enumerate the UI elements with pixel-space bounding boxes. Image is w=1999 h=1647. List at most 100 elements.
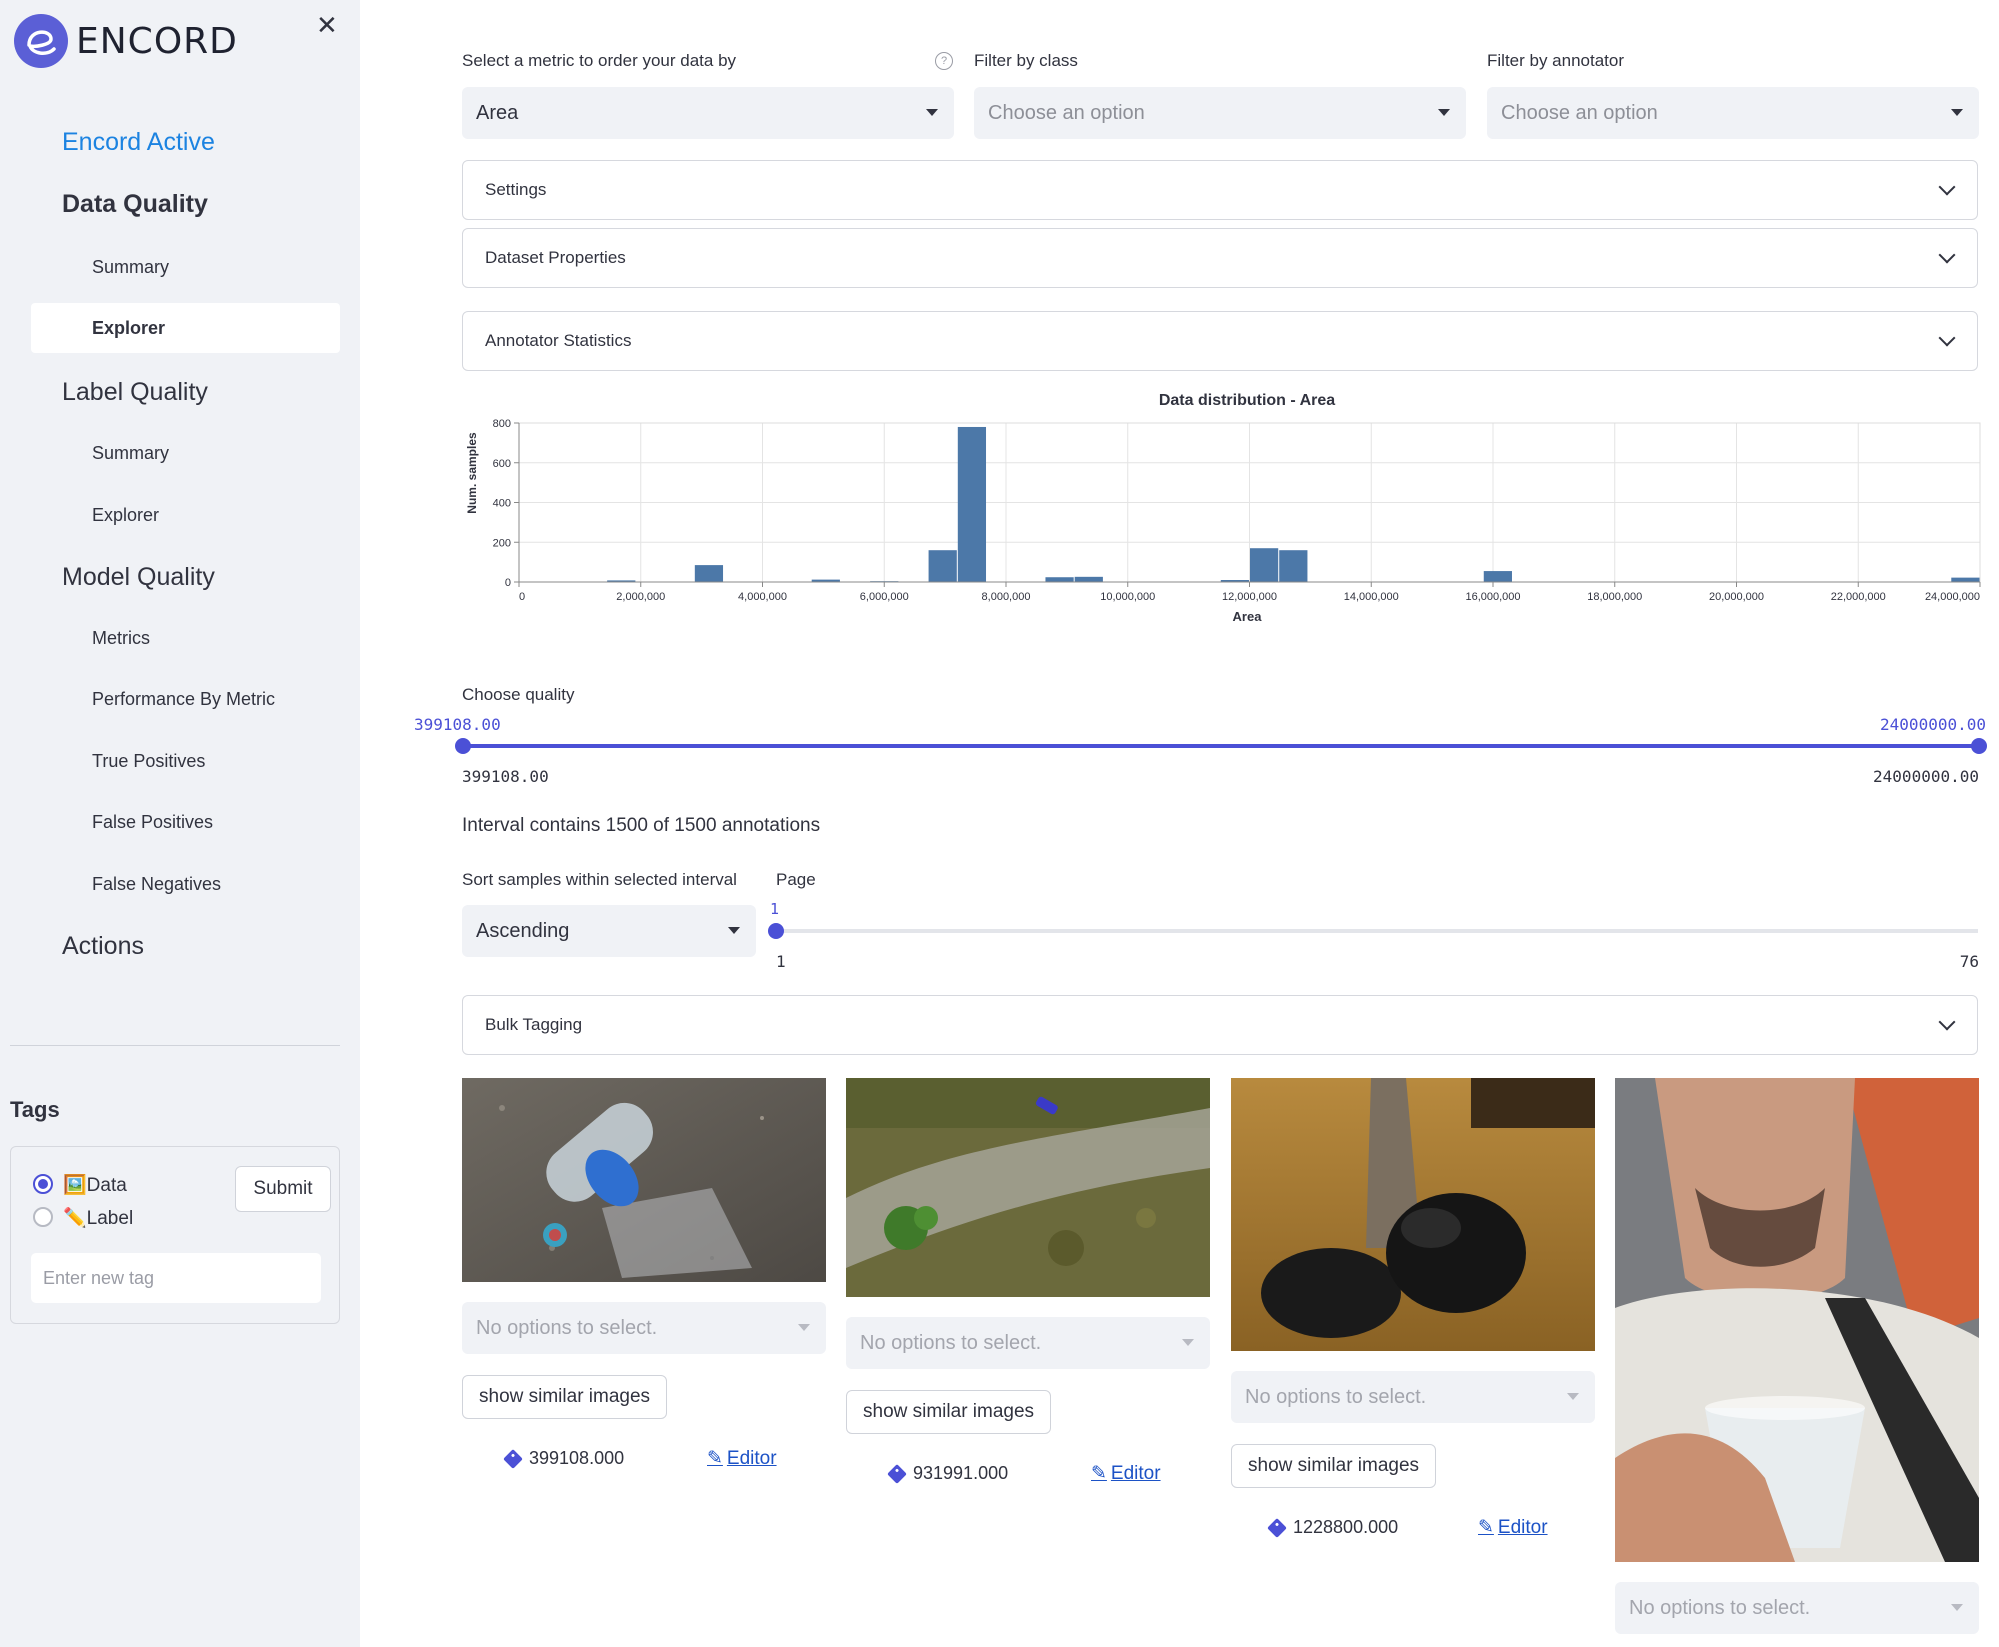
- sample-3-metric: 1228800.000: [1267, 1517, 1399, 1538]
- class-filter-placeholder: Choose an option: [988, 102, 1145, 124]
- bulk-tagging-expander[interactable]: Bulk Tagging: [462, 995, 1978, 1055]
- sample-2-editor-label: Editor: [1110, 1462, 1161, 1484]
- submit-tag-button[interactable]: Submit: [235, 1166, 331, 1212]
- nav-item-true-positives[interactable]: True Positives: [92, 751, 206, 771]
- help-icon[interactable]: ?: [935, 52, 953, 70]
- nav-item-label-quality-summary[interactable]: Summary: [92, 443, 170, 463]
- quality-min-label: 399108.00: [462, 767, 549, 786]
- sample-1-editor-label: Editor: [726, 1447, 777, 1469]
- histogram-bar: [1951, 577, 1980, 582]
- nav-item-metrics[interactable]: Metrics: [92, 628, 150, 648]
- x-tick-label: 24,000,000: [1925, 591, 1980, 603]
- radio-label-label[interactable]: ✏️Label: [63, 1208, 134, 1229]
- sample-1-tag-select[interactable]: No options to select.: [462, 1302, 826, 1354]
- nav-section-actions[interactable]: Actions: [62, 932, 144, 960]
- sample-1-metric: 399108.000: [503, 1448, 624, 1469]
- nav-section-label-quality[interactable]: Label Quality: [62, 378, 208, 406]
- sample-3-metric-value: 1228800.000: [1293, 1517, 1399, 1537]
- quality-slider-track[interactable]: [462, 744, 1978, 748]
- sample-1-tag-placeholder: No options to select.: [476, 1317, 658, 1339]
- sample-1-editor-link[interactable]: ✎ Editor: [707, 1447, 777, 1470]
- tag-icon: [887, 1463, 907, 1484]
- x-tick-label: 8,000,000: [982, 591, 1031, 603]
- x-tick-label: 16,000,000: [1465, 591, 1520, 603]
- sort-select-value: Ascending: [476, 920, 570, 942]
- sample-image-plastic-bottle[interactable]: [462, 1078, 826, 1282]
- sample-1-show-similar-button[interactable]: show similar images: [462, 1375, 668, 1419]
- dataset-properties-expander[interactable]: Dataset Properties: [462, 228, 1978, 288]
- sample-3-editor-link[interactable]: ✎ Editor: [1478, 1516, 1548, 1539]
- encord-logo-icon: [14, 14, 68, 68]
- page-slider-track[interactable]: [776, 929, 1978, 933]
- histogram-bar: [607, 580, 636, 582]
- y-tick-label: 0: [505, 577, 511, 589]
- quality-slider-low-handle[interactable]: [455, 738, 471, 754]
- sample-2-tag-select[interactable]: No options to select.: [846, 1317, 1210, 1369]
- tags-heading: Tags: [10, 1097, 60, 1122]
- sample-2-show-similar-button[interactable]: show similar images: [846, 1390, 1052, 1434]
- nav-item-data-quality-explorer[interactable]: Explorer: [92, 318, 166, 338]
- sort-select[interactable]: Ascending: [462, 905, 756, 957]
- tag-icon: [1267, 1517, 1287, 1538]
- sample-image-can-on-moss[interactable]: [846, 1078, 1210, 1297]
- sample-3-show-similar-button[interactable]: show similar images: [1231, 1444, 1437, 1488]
- annotator-statistics-expander[interactable]: Annotator Statistics: [462, 311, 1978, 371]
- class-filter-select[interactable]: Choose an option: [974, 87, 1466, 139]
- quality-slider-label: Choose quality: [462, 685, 575, 704]
- x-tick-label: 18,000,000: [1587, 591, 1642, 603]
- bulk-tagging-label: Bulk Tagging: [485, 1015, 583, 1034]
- sample-3-tag-placeholder: No options to select.: [1245, 1386, 1427, 1408]
- page-slider-handle[interactable]: [768, 923, 784, 939]
- caret-down-icon: [728, 927, 740, 934]
- histogram-bar: [928, 550, 957, 582]
- radio-label[interactable]: [33, 1207, 53, 1227]
- histogram-bar: [1250, 548, 1279, 582]
- sample-image-trash-bags[interactable]: [1231, 1078, 1595, 1351]
- radio-data-label[interactable]: 🖼️Data: [63, 1175, 127, 1196]
- nav-item-false-negatives[interactable]: False Negatives: [92, 874, 222, 894]
- sample-3-editor-label: Editor: [1497, 1516, 1548, 1538]
- histogram-bar: [694, 565, 724, 582]
- metric-select[interactable]: Area: [462, 87, 954, 139]
- image-icon: 🖼️: [63, 1175, 87, 1196]
- sample-image-plastic-cup[interactable]: [1615, 1078, 1979, 1562]
- quality-slider-high-handle[interactable]: [1971, 738, 1987, 754]
- app-title-link[interactable]: Encord Active: [62, 128, 215, 156]
- sidebar: ENCORD ✕ Encord Active Data Quality Summ…: [0, 0, 360, 1647]
- nav-item-label-quality-explorer[interactable]: Explorer: [92, 505, 160, 525]
- nav-section-model-quality[interactable]: Model Quality: [62, 563, 215, 591]
- close-sidebar-icon[interactable]: ✕: [316, 10, 338, 40]
- x-tick-label: 10,000,000: [1100, 591, 1155, 603]
- sample-3-tag-select[interactable]: No options to select.: [1231, 1371, 1595, 1423]
- tag-icon: [503, 1448, 523, 1469]
- annotator-filter-placeholder: Choose an option: [1501, 102, 1658, 124]
- nav-item-false-positives[interactable]: False Positives: [92, 812, 214, 832]
- caret-down-icon: [1951, 1604, 1963, 1611]
- nav-section-data-quality[interactable]: Data Quality: [62, 190, 208, 218]
- caret-down-icon: [1567, 1393, 1579, 1400]
- x-tick-label: 4,000,000: [738, 591, 787, 603]
- nav-item-performance-by-metric[interactable]: Performance By Metric: [92, 689, 276, 709]
- quality-low-value: 399108.00: [414, 715, 501, 734]
- radio-data[interactable]: [33, 1174, 53, 1194]
- dataset-properties-label: Dataset Properties: [485, 248, 626, 267]
- histogram-bar: [1279, 550, 1308, 582]
- sample-4-tag-select[interactable]: No options to select.: [1615, 1582, 1979, 1634]
- quality-max-label: 24000000.00: [1873, 767, 1979, 786]
- x-tick-label: 6,000,000: [860, 591, 909, 603]
- settings-expander[interactable]: Settings: [462, 160, 1978, 220]
- pencil-icon: ✎: [1478, 1517, 1494, 1538]
- sample-4-tag-placeholder: No options to select.: [1629, 1597, 1811, 1619]
- pencil-icon: ✏️: [63, 1208, 87, 1229]
- nav-item-data-quality-summary[interactable]: Summary: [92, 257, 170, 277]
- y-tick-label: 200: [493, 537, 511, 549]
- chevron-down-icon: [1938, 329, 1956, 347]
- histogram-bar: [811, 579, 840, 582]
- annotator-filter-select[interactable]: Choose an option: [1487, 87, 1979, 139]
- pencil-icon: ✎: [1091, 1463, 1107, 1484]
- area-distribution-chart: Data distribution - Area 0 200 400 600 800 0 2…: [465, 392, 1981, 624]
- sample-2-editor-link[interactable]: ✎ Editor: [1091, 1462, 1161, 1485]
- caret-down-icon: [798, 1324, 810, 1331]
- annotator-filter-label: Filter by annotator: [1487, 51, 1625, 70]
- new-tag-input[interactable]: Enter new tag: [31, 1253, 321, 1303]
